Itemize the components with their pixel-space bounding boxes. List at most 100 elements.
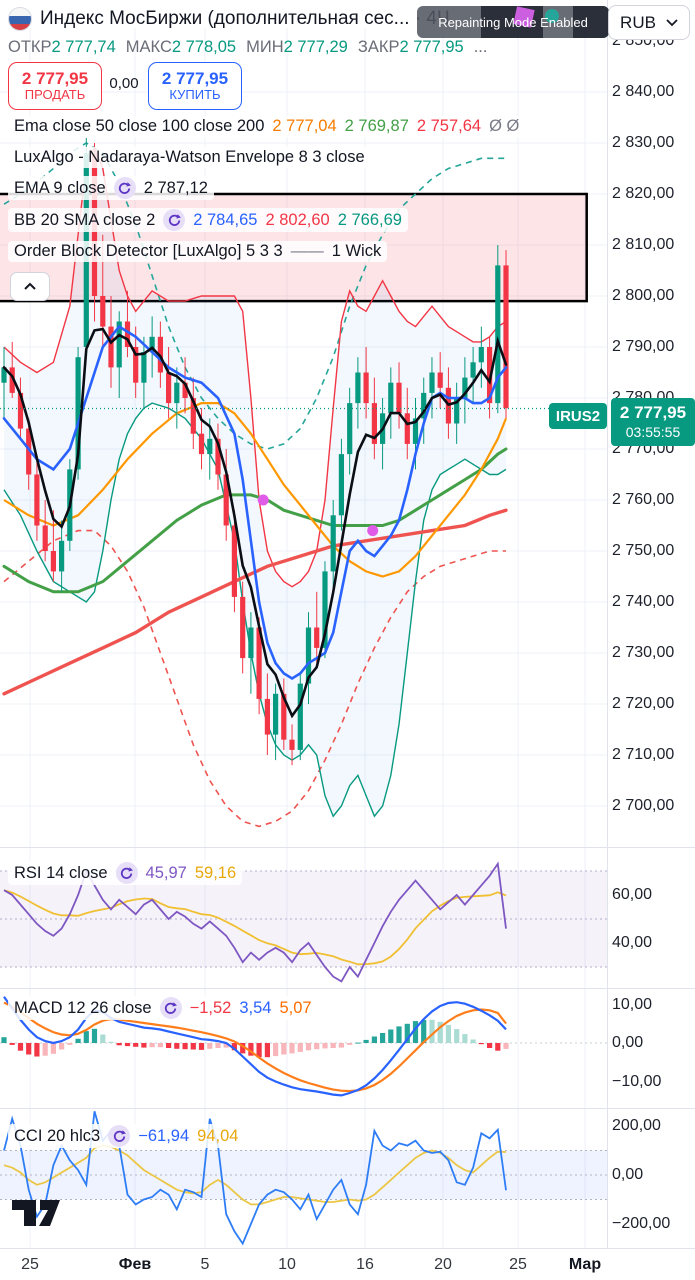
legend-macd[interactable]: MACD 12 26 close −1,52 3,54 5,07: [8, 996, 318, 1020]
axis-label: 2 700,00: [612, 797, 675, 814]
legend-cci[interactable]: CCI 20 hlc3 −61,94 94,04: [8, 1124, 245, 1148]
axis-label: 40,00: [612, 934, 653, 951]
signal-dot: [257, 494, 269, 506]
legend-label: BB 20 SMA close 2: [14, 210, 156, 229]
axis-label: 0,00: [612, 1034, 644, 1051]
cci-value: −61,94: [138, 1126, 190, 1145]
legend-label: Ema close 50 close 100 close 200: [14, 117, 265, 135]
legend-label: RSI 14 close: [14, 863, 108, 882]
repaint-icon[interactable]: [113, 177, 136, 199]
bar-countdown: 03:55:55: [625, 423, 681, 440]
axis-label: 200,00: [612, 1117, 661, 1134]
collapse-legend-button[interactable]: [10, 272, 50, 301]
legend-label: EMA 9 close: [14, 178, 106, 197]
currency-value: RUB: [620, 12, 656, 32]
axis-label: 2 790,00: [612, 338, 675, 355]
bb-lower-value: 2 766,69: [337, 210, 402, 229]
legend-bollinger[interactable]: BB 20 SMA close 2 2 784,65 2 802,60 2 76…: [8, 208, 408, 232]
pane-separator[interactable]: [0, 1108, 695, 1109]
open-label: ОТКР: [8, 38, 52, 56]
axis-label: 2 750,00: [612, 542, 675, 559]
legend-nadaraya-watson[interactable]: LuxAlgo - Nadaraya-Watson Envelope 8 3 c…: [8, 147, 371, 168]
symbol-title[interactable]: Индекс МосБиржи (дополнительная сес... ·…: [40, 8, 450, 29]
high-value: 2 778,05: [171, 38, 237, 56]
last-price-value: 2 777,95: [619, 403, 687, 423]
repaint-icon[interactable]: [115, 862, 138, 884]
time-axis-label: 25: [21, 1256, 39, 1273]
last-price-tag: 2 777,95 03:55:55: [611, 398, 695, 446]
ema-empty-values: Ø Ø: [489, 117, 520, 135]
legend-label: 1 Wick: [331, 242, 382, 260]
legend-ema-multi[interactable]: Ema close 50 close 100 close 200 2 777,0…: [8, 116, 526, 137]
cci-ma-value: 94,04: [197, 1126, 239, 1145]
legend-label: LuxAlgo - Nadaraya-Watson Envelope 8 3 c…: [14, 148, 365, 166]
spread-value: 0,00: [109, 75, 139, 92]
legend-label: Order Block Detector [LuxAlgo] 5 3 3: [14, 242, 283, 260]
chevron-down-icon: [666, 18, 678, 26]
pane-separator[interactable]: [0, 847, 695, 848]
line-style-preview: ——: [290, 242, 324, 260]
pane-separator: [0, 1248, 695, 1249]
axis-label: −10,00: [612, 1072, 662, 1090]
low-label: МИН: [246, 38, 284, 56]
ema200-value: 2 757,64: [416, 117, 482, 135]
price-axis-background[interactable]: [608, 0, 695, 1248]
axis-label: 2 740,00: [612, 593, 675, 610]
axis-label: 0,00: [612, 1166, 644, 1183]
low-value: 2 777,29: [283, 38, 348, 56]
axis-label: 2 800,00: [612, 287, 675, 304]
macd-line-value: 3,54: [239, 998, 272, 1017]
ema50-value: 2 777,04: [272, 117, 337, 135]
indicator-logo-shape: [545, 9, 559, 23]
tooltip-text: Repainting Mode Enabled: [438, 14, 588, 30]
currency-selector[interactable]: RUB: [608, 5, 690, 40]
macd-signal-value: 5,07: [279, 998, 312, 1017]
axis-label: 60,00: [612, 886, 653, 903]
ema100-value: 2 769,87: [344, 117, 409, 135]
pane-separator[interactable]: [0, 988, 695, 989]
buy-label: КУПИТЬ: [169, 87, 221, 103]
legend-label: CCI 20 hlc3: [14, 1126, 101, 1145]
signal-dot: [367, 525, 379, 537]
axis-label: 2 820,00: [612, 185, 675, 202]
rsi-ma-value: 59,16: [194, 863, 237, 882]
legend-order-block[interactable]: Order Block Detector [LuxAlgo] 5 3 3 —— …: [8, 241, 388, 262]
time-axis-label: 25: [509, 1256, 527, 1273]
axis-label: −200,00: [612, 1215, 671, 1232]
time-axis[interactable]: [0, 1249, 695, 1280]
time-axis-label: Фев: [118, 1256, 152, 1273]
axis-label: 2 810,00: [612, 236, 675, 253]
high-label: МАКС: [125, 38, 172, 56]
tradingview-logo[interactable]: [12, 1200, 62, 1228]
time-axis-label: 20: [434, 1256, 452, 1273]
sell-price: 2 777,95: [21, 68, 89, 88]
axis-label: 2 710,00: [612, 746, 675, 763]
buy-button[interactable]: 2 777,95 КУПИТЬ: [148, 62, 242, 110]
time-axis-label: Мар: [568, 1256, 602, 1273]
ohlc-row[interactable]: ОТКР2 777,74 МАКС2 778,05 МИН2 777,29 ЗА…: [8, 38, 487, 57]
chevron-up-icon: [24, 282, 36, 290]
legend-ema9[interactable]: EMA 9 close 2 787,12: [8, 176, 214, 200]
repaint-icon[interactable]: [163, 209, 186, 231]
ohlc-more[interactable]: ...: [473, 38, 488, 56]
close-label: ЗАКР: [357, 38, 400, 56]
time-axis-label: 10: [278, 1256, 296, 1273]
axis-label: 2 760,00: [612, 491, 675, 508]
repaint-icon[interactable]: [159, 997, 182, 1019]
sell-button[interactable]: 2 777,95 ПРОДАТЬ: [8, 62, 102, 110]
ema9-value: 2 787,12: [143, 178, 208, 197]
repainting-tooltip: Repainting Mode Enabled: [417, 6, 609, 38]
legend-label: MACD 12 26 close: [14, 998, 152, 1017]
repaint-icon[interactable]: [108, 1125, 131, 1147]
symbol-header[interactable]: Индекс МосБиржи (дополнительная сес... ·…: [8, 7, 450, 31]
russia-flag-icon: [8, 7, 32, 31]
macd-hist-value: −1,52: [189, 998, 232, 1017]
close-value: 2 777,95: [399, 38, 464, 56]
open-value: 2 777,74: [51, 38, 116, 56]
axis-label: 2 720,00: [612, 695, 675, 712]
sell-label: ПРОДАТЬ: [24, 87, 86, 103]
legend-rsi[interactable]: RSI 14 close 45,97 59,16: [8, 861, 243, 885]
tooltip-backdrop-shape: [573, 6, 609, 38]
axis-label: 2 840,00: [612, 83, 675, 100]
